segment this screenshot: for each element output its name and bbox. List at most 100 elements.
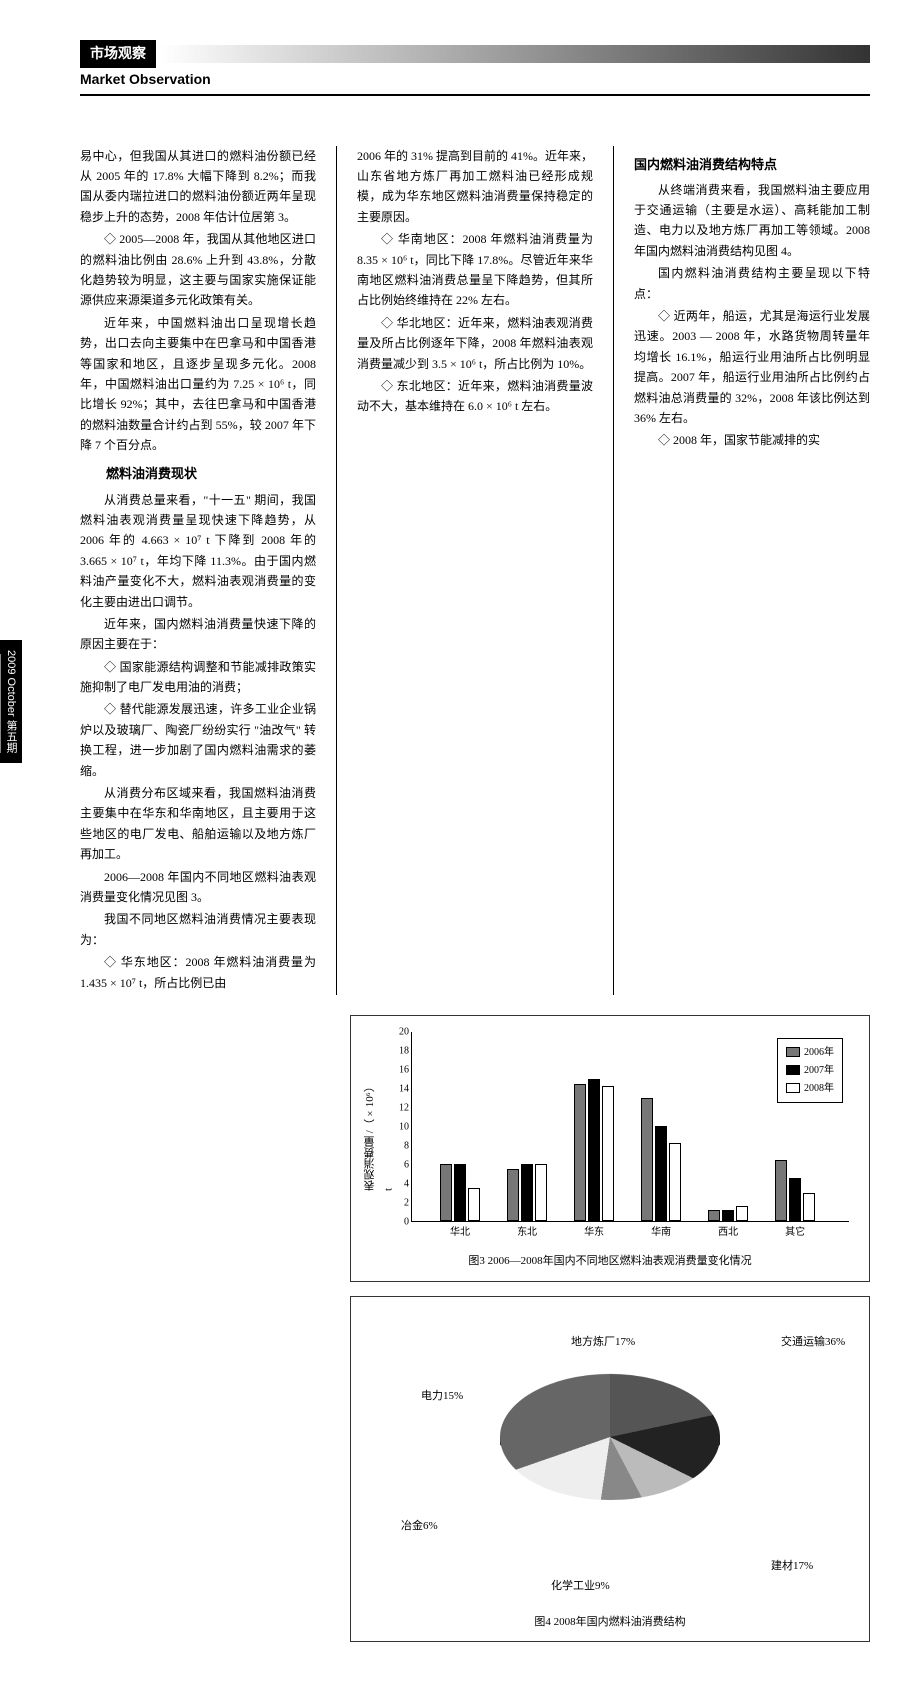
body-text: ◇ 东北地区：近年来，燃料油消费量波动不大，基本维持在 6.0 × 10⁶ t … bbox=[357, 376, 593, 417]
body-text: 2006 年的 31% 提高到目前的 41%。近年来，山东省地方炼厂再加工燃料油… bbox=[357, 146, 593, 228]
body-text: 我国不同地区燃料油消费情况主要表现为： bbox=[80, 909, 316, 950]
column-divider bbox=[336, 146, 337, 995]
pie-label: 建材17% bbox=[771, 1557, 813, 1576]
section-heading: 国内燃料油消费结构特点 bbox=[634, 154, 870, 176]
chart-legend: 2006年2007年2008年 bbox=[777, 1038, 843, 1103]
body-text: 近年来，国内燃料油消费量快速下降的原因主要在于： bbox=[80, 614, 316, 655]
y-tick: 18 bbox=[391, 1042, 409, 1059]
bar bbox=[708, 1210, 720, 1221]
body-text: ◇ 2008 年，国家节能减排的实 bbox=[634, 430, 870, 450]
y-tick: 12 bbox=[391, 1099, 409, 1116]
pie-wrap bbox=[490, 1327, 730, 1547]
bar bbox=[775, 1160, 787, 1221]
bar-group: 西北 bbox=[698, 1032, 759, 1221]
bar bbox=[655, 1126, 667, 1221]
bar bbox=[521, 1164, 533, 1221]
x-tick-label: 华北 bbox=[429, 1224, 490, 1241]
header-title-cn: 市场观察 bbox=[80, 40, 156, 68]
issue-label: 2009 October 第五期 bbox=[5, 650, 17, 753]
x-tick-label: 西北 bbox=[698, 1224, 759, 1241]
body-text: 从终端消费来看，我国燃料油主要应用于交通运输（主要是水运）、高耗能加工制造、电力… bbox=[634, 180, 870, 262]
bar bbox=[574, 1084, 586, 1221]
bar bbox=[736, 1206, 748, 1221]
pie-label: 交通运输36% bbox=[781, 1333, 845, 1352]
page-header: 市场观察 Market Observation bbox=[80, 40, 870, 96]
pie-chart: 地方炼厂17% 交通运输36% 建材17% 化学工业9% 冶金6% 电力15% bbox=[361, 1327, 859, 1607]
body-text: ◇ 华东地区：2008 年燃料油消费量为 1.435 × 10⁷ t，所占比例已… bbox=[80, 952, 316, 993]
body-text: 从消费总量来看，"十一五" 期间，我国燃料油表观消费量呈现快速下降趋势，从 20… bbox=[80, 490, 316, 612]
x-tick-label: 华南 bbox=[631, 1224, 692, 1241]
side-tab: 2009 October 第五期 64 bbox=[0, 640, 22, 763]
bar-group: 华东 bbox=[563, 1032, 624, 1221]
bar-group: 华南 bbox=[631, 1032, 692, 1221]
pie-disc bbox=[500, 1374, 720, 1500]
legend-label: 2007年 bbox=[804, 1062, 834, 1079]
y-tick: 0 bbox=[391, 1213, 409, 1230]
figure-caption: 图3 2006—2008年国内不同地区燃料油表观消费量变化情况 bbox=[361, 1252, 859, 1271]
column-2: 2006 年的 31% 提高到目前的 41%。近年来，山东省地方炼厂再加工燃料油… bbox=[357, 146, 593, 995]
figure-4: 地方炼厂17% 交通运输36% 建材17% 化学工业9% 冶金6% 电力15% 图4 20… bbox=[350, 1296, 870, 1643]
x-tick-label: 其它 bbox=[765, 1224, 826, 1241]
legend-label: 2006年 bbox=[804, 1044, 834, 1061]
legend-swatch bbox=[786, 1047, 800, 1057]
figures-area: 表观消费量 /（×10⁶）t 华北东北华东华南西北其它 2006年2007年20… bbox=[350, 1015, 870, 1642]
bar bbox=[803, 1193, 815, 1221]
y-axis-label: 表观消费量 /（×10⁶）t bbox=[361, 1081, 398, 1191]
y-tick: 4 bbox=[391, 1175, 409, 1192]
legend-item: 2008年 bbox=[786, 1080, 834, 1097]
bar bbox=[602, 1086, 614, 1221]
x-tick-label: 东北 bbox=[496, 1224, 557, 1241]
bar-chart: 表观消费量 /（×10⁶）t 华北东北华东华南西北其它 2006年2007年20… bbox=[361, 1026, 859, 1246]
header-gradient bbox=[160, 45, 870, 63]
x-tick-label: 华东 bbox=[563, 1224, 624, 1241]
body-text: 国内燃料油消费结构主要呈现以下特点： bbox=[634, 263, 870, 304]
header-title-en: Market Observation bbox=[80, 68, 870, 96]
section-heading: 燃料油消费现状 bbox=[80, 463, 316, 485]
bar bbox=[669, 1143, 681, 1221]
y-tick: 2 bbox=[391, 1194, 409, 1211]
column-3: 国内燃料油消费结构特点 从终端消费来看，我国燃料油主要应用于交通运输（主要是水运… bbox=[634, 146, 870, 995]
header-bar: 市场观察 bbox=[80, 40, 870, 68]
body-text: ◇ 替代能源发展迅速，许多工业企业锅炉以及玻璃厂、陶瓷厂纷纷实行 "油改气" 转… bbox=[80, 699, 316, 781]
body-text: 近年来，中国燃料油出口呈现增长趋势，出口去向主要集中在巴拿马和中国香港等国家和地… bbox=[80, 313, 316, 456]
body-text: ◇ 华南地区：2008 年燃料油消费量为 8.35 × 10⁶ t，同比下降 1… bbox=[357, 229, 593, 311]
bar-group: 华北 bbox=[429, 1032, 490, 1221]
column-1: 易中心，但我国从其进口的燃料油份额已经从 2005 年的 17.8% 大幅下降到… bbox=[80, 146, 316, 995]
column-divider bbox=[613, 146, 614, 995]
legend-item: 2007年 bbox=[786, 1062, 834, 1079]
body-text: 2006—2008 年国内不同地区燃料油表观消费量变化情况见图 3。 bbox=[80, 867, 316, 908]
y-tick: 20 bbox=[391, 1023, 409, 1040]
bar bbox=[440, 1164, 452, 1221]
body-text: ◇ 2005—2008 年，我国从其他地区进口的燃料油比例由 28.6% 上升到… bbox=[80, 229, 316, 311]
body-text: ◇ 近两年，船运，尤其是海运行业发展迅速。2003 — 2008 年，水路货物周… bbox=[634, 306, 870, 428]
y-tick: 14 bbox=[391, 1080, 409, 1097]
bar bbox=[588, 1079, 600, 1221]
bar bbox=[507, 1169, 519, 1221]
body-text: 从消费分布区域来看，我国燃料油消费主要集中在华东和华南地区，且主要用于这些地区的… bbox=[80, 783, 316, 865]
legend-swatch bbox=[786, 1083, 800, 1093]
bar bbox=[535, 1164, 547, 1221]
legend-item: 2006年 bbox=[786, 1044, 834, 1061]
bar bbox=[454, 1164, 466, 1221]
pie-label: 冶金6% bbox=[401, 1517, 438, 1536]
bar bbox=[468, 1188, 480, 1221]
y-tick: 8 bbox=[391, 1137, 409, 1154]
legend-label: 2008年 bbox=[804, 1080, 834, 1097]
text-columns: 易中心，但我国从其进口的燃料油份额已经从 2005 年的 17.8% 大幅下降到… bbox=[80, 146, 870, 995]
bar-group: 东北 bbox=[496, 1032, 557, 1221]
page: 2009 October 第五期 64 市场观察 Market Observat… bbox=[0, 0, 920, 1696]
y-tick: 6 bbox=[391, 1156, 409, 1173]
figure-caption: 图4 2008年国内燃料油消费结构 bbox=[361, 1613, 859, 1632]
body-text: ◇ 华北地区：近年来，燃料油表观消费量及所占比例逐年下降，2008 年燃料油表观… bbox=[357, 313, 593, 374]
bar bbox=[641, 1098, 653, 1221]
legend-swatch bbox=[786, 1065, 800, 1075]
pie-label: 电力15% bbox=[421, 1387, 463, 1406]
bar bbox=[789, 1178, 801, 1221]
pie-label: 化学工业9% bbox=[551, 1577, 610, 1596]
y-tick: 10 bbox=[391, 1118, 409, 1135]
body-text: ◇ 国家能源结构调整和节能减排政策实施抑制了电厂发电用油的消费； bbox=[80, 657, 316, 698]
figure-3: 表观消费量 /（×10⁶）t 华北东北华东华南西北其它 2006年2007年20… bbox=[350, 1015, 870, 1282]
pie-label: 地方炼厂17% bbox=[571, 1333, 635, 1352]
y-tick: 16 bbox=[391, 1061, 409, 1078]
body-text: 易中心，但我国从其进口的燃料油份额已经从 2005 年的 17.8% 大幅下降到… bbox=[80, 146, 316, 228]
